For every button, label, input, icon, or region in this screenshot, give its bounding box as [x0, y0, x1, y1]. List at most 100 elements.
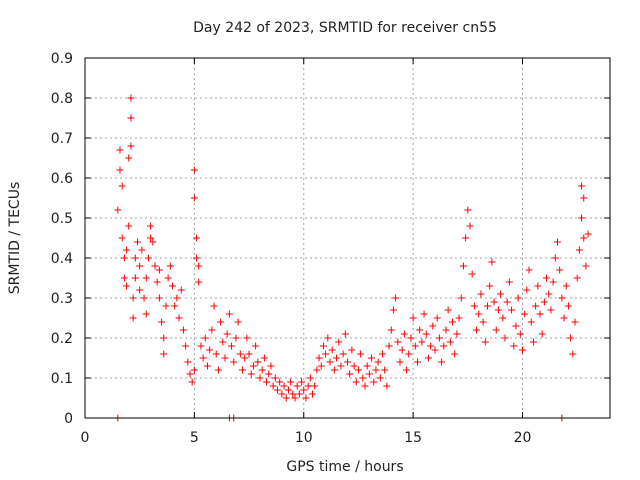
data-point: [580, 194, 588, 202]
chart-title: Day 242 of 2023, SRMTID for receiver cn5…: [193, 20, 497, 36]
data-point: [127, 114, 135, 122]
data-point: [333, 354, 341, 362]
data-point: [140, 294, 148, 302]
data-point: [341, 330, 349, 338]
data-point: [381, 366, 389, 374]
data-point: [481, 338, 489, 346]
data-point: [149, 238, 157, 246]
data-point: [540, 298, 548, 306]
data-point: [258, 366, 266, 374]
data-point: [470, 302, 478, 310]
data-point: [263, 378, 271, 386]
data-point: [134, 238, 141, 246]
data-point: [464, 206, 472, 214]
data-point: [339, 350, 347, 358]
data-point: [123, 246, 131, 254]
data-point: [276, 378, 284, 386]
data-point: [556, 266, 564, 274]
data-point: [214, 366, 222, 374]
data-point: [523, 286, 531, 294]
data-point: [153, 278, 161, 286]
data-point: [575, 246, 583, 254]
data-point: [127, 94, 135, 102]
data-point: [193, 234, 201, 242]
data-point: [158, 318, 166, 326]
data-point: [352, 378, 360, 386]
data-point: [398, 346, 406, 354]
data-point: [459, 262, 467, 270]
data-point: [175, 314, 183, 322]
data-point: [193, 254, 201, 262]
data-point: [129, 314, 137, 322]
data-point: [151, 262, 159, 270]
data-point: [230, 358, 238, 366]
data-point: [440, 342, 448, 350]
data-point: [125, 154, 133, 162]
data-point: [300, 386, 308, 394]
data-point: [466, 222, 474, 230]
data-point: [337, 362, 345, 370]
x-tick-label: 0: [81, 430, 90, 446]
data-point: [374, 358, 382, 366]
data-point: [497, 290, 505, 298]
data-point: [543, 274, 551, 282]
y-tick-label: 0.7: [51, 131, 73, 147]
data-point: [217, 318, 225, 326]
data-point: [142, 274, 150, 282]
data-point: [379, 350, 386, 358]
data-point: [118, 234, 126, 242]
y-tick-label: 0.5: [51, 211, 73, 227]
data-point: [204, 362, 211, 370]
data-point: [243, 334, 251, 342]
data-point: [372, 366, 380, 374]
data-point: [538, 330, 546, 338]
data-point: [147, 234, 155, 242]
data-point: [166, 262, 174, 270]
data-point: [521, 310, 529, 318]
data-point: [155, 294, 163, 302]
data-point: [239, 366, 246, 374]
data-point: [409, 314, 417, 322]
data-point: [451, 350, 459, 358]
data-point: [501, 334, 509, 342]
data-point: [186, 370, 194, 378]
data-point: [385, 342, 393, 350]
data-point: [182, 342, 190, 350]
data-point: [195, 262, 203, 270]
data-point: [545, 290, 553, 298]
data-point: [453, 330, 461, 338]
data-point: [269, 382, 277, 390]
data-point: [383, 382, 391, 390]
data-point: [359, 374, 367, 382]
data-point: [414, 358, 421, 366]
data-point: [125, 222, 133, 230]
data-point: [578, 182, 586, 190]
data-point: [479, 318, 487, 326]
data-point: [335, 338, 343, 346]
data-point: [118, 182, 126, 190]
data-point: [131, 274, 139, 282]
data-point: [363, 362, 371, 370]
data-point: [162, 302, 170, 310]
data-point: [164, 274, 172, 282]
data-point: [265, 370, 273, 378]
data-point: [560, 314, 568, 322]
data-point: [534, 282, 542, 290]
data-point: [177, 286, 185, 294]
data-point: [446, 338, 454, 346]
data-point: [365, 370, 373, 378]
x-tick-label: 15: [404, 430, 422, 446]
data-point: [582, 262, 590, 270]
data-point: [252, 342, 260, 350]
data-point: [256, 374, 264, 382]
data-point: [519, 346, 526, 354]
data-point: [490, 298, 498, 306]
data-point: [120, 254, 128, 262]
data-point: [131, 254, 139, 262]
data-point: [228, 342, 236, 350]
data-point: [190, 166, 198, 174]
data-point: [302, 394, 310, 402]
data-point: [573, 274, 581, 282]
data-point: [370, 378, 378, 386]
